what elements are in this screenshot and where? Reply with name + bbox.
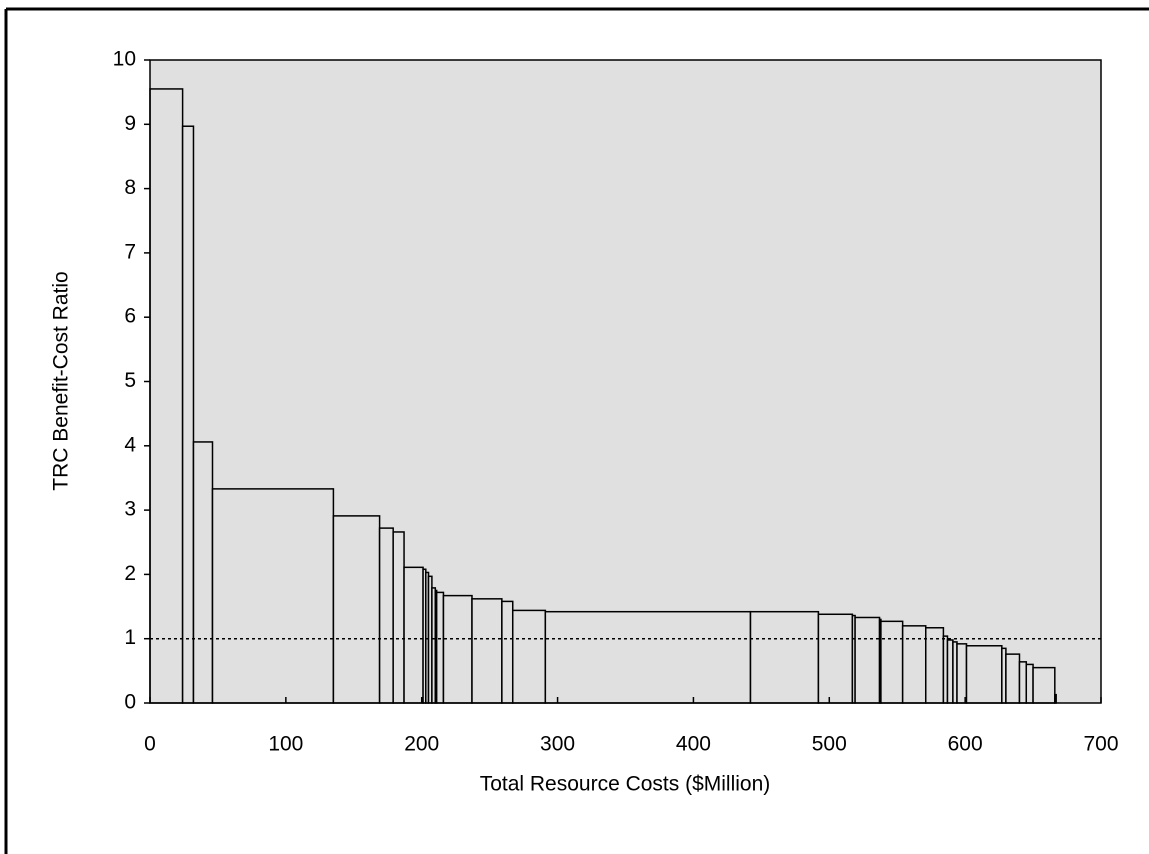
y-tick-label: 2 [124,562,136,585]
bar [501,600,514,704]
bar [749,610,820,704]
y-axis-title: TRC Benefit-Cost Ratio [50,271,73,490]
y-tick-label: 6 [124,305,136,328]
bar [544,610,752,704]
bar [403,566,424,704]
bar [471,598,503,704]
bar [332,515,381,704]
bar [924,627,945,704]
bar [854,616,881,704]
bar [192,441,214,704]
bar [149,88,184,704]
x-tick-label: 600 [948,733,983,756]
bar [211,488,335,704]
y-tick-label: 4 [124,433,136,456]
bar [817,613,854,704]
bar [378,527,394,704]
y-tick-label: 9 [124,112,136,135]
x-tick-label: 400 [676,733,711,756]
bar [880,620,904,704]
bar [181,125,195,704]
y-tick-label: 0 [124,691,136,714]
bar [956,643,968,704]
y-tick-label: 10 [113,48,136,71]
y-tick-label: 1 [124,626,136,649]
bar [965,645,1003,704]
bar [901,625,927,704]
y-tick-label: 7 [124,240,136,263]
x-tick-label: 500 [812,733,847,756]
bar [435,591,445,704]
bar [1018,661,1028,704]
y-tick-label: 8 [124,176,136,199]
bar [392,531,405,704]
bar [946,639,954,704]
bar [511,609,547,704]
x-tick-label: 0 [144,733,156,756]
y-tick-label: 5 [124,369,136,392]
x-axis-title: Total Resource Costs ($Million) [480,773,771,796]
x-tick-label: 300 [540,733,575,756]
bar [1054,693,1057,704]
bar [442,594,473,704]
y-tick-label: 3 [124,498,136,521]
x-tick-label: 200 [404,733,439,756]
bar [1025,663,1034,704]
bar [1005,653,1021,704]
x-tick-label: 100 [268,733,303,756]
bar [1032,666,1056,704]
x-tick-label: 700 [1083,733,1118,756]
